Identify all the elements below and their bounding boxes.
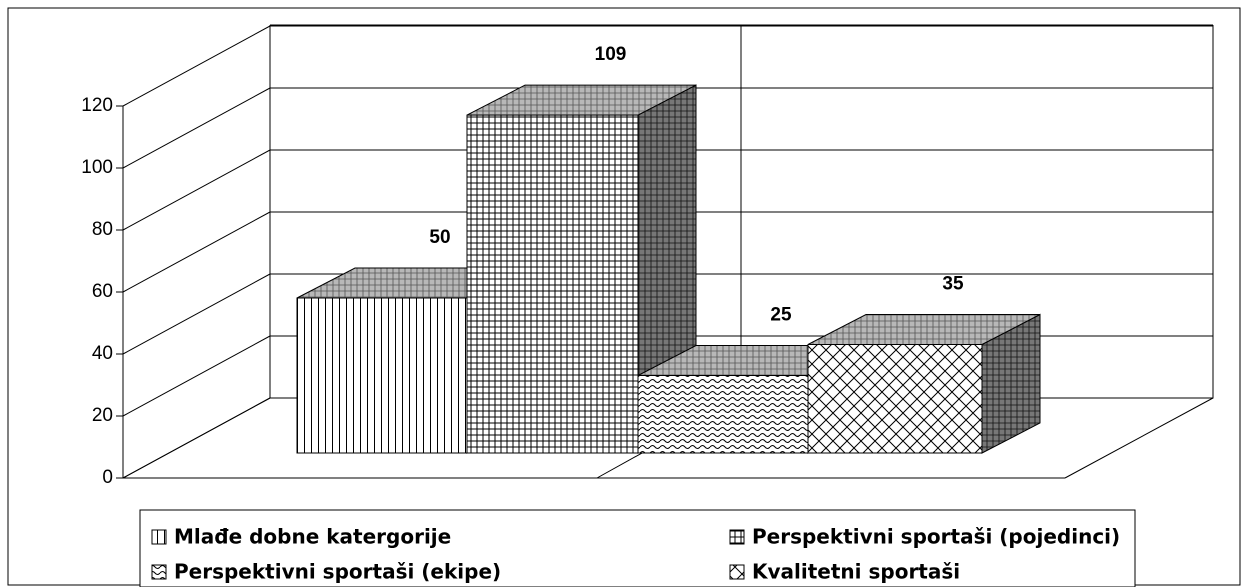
bar: [466, 114, 639, 454]
data-label: 35: [942, 274, 964, 295]
grid-line: [122, 335, 271, 417]
legend-swatch: [151, 564, 167, 580]
data-label: 25: [770, 305, 792, 326]
y-tick-label: 120: [81, 95, 113, 116]
data-label: 109: [595, 44, 627, 65]
legend-swatch: [729, 529, 745, 545]
bar: [807, 344, 983, 454]
legend-swatch: [151, 529, 167, 545]
legend-label: Kvalitetni sportaši: [752, 560, 960, 584]
legend-label: Perspektivni sportaši (ekipe): [174, 560, 501, 584]
grid-line: [122, 87, 271, 169]
legend-swatch: [729, 564, 745, 580]
y-tick-label: 0: [102, 467, 113, 488]
legend-label: Mlađe dobne katergorije: [174, 525, 451, 549]
grid-line: [122, 397, 271, 479]
bar: [296, 297, 468, 454]
grid-line: [122, 211, 271, 293]
legend-box: [139, 509, 1136, 587]
y-tick-label: 20: [92, 405, 113, 426]
data-label: 50: [429, 227, 450, 248]
bar: [637, 375, 809, 454]
grid-line: [122, 149, 271, 231]
y-tick-label: 40: [92, 343, 113, 364]
grid-line: [122, 25, 271, 107]
y-tick-label: 80: [92, 219, 113, 240]
y-tick-label: 100: [81, 157, 113, 178]
y-tick-label: 60: [92, 281, 113, 302]
grid-line: [122, 273, 271, 355]
legend-label: Perspektivni sportaši (pojedinci): [752, 525, 1120, 549]
